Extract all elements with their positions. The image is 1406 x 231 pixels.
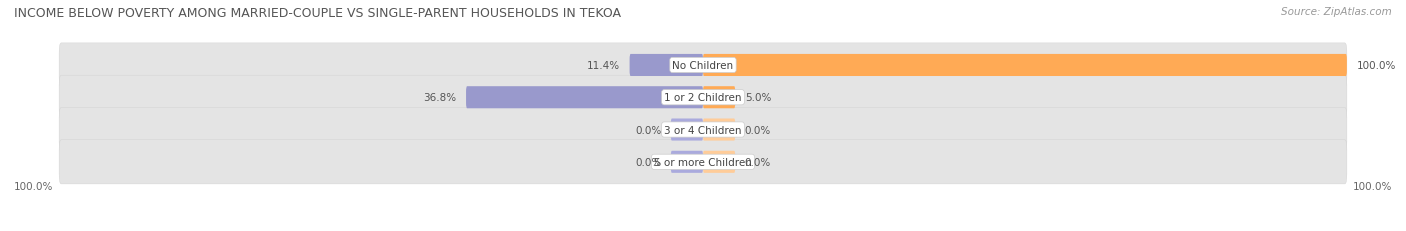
Text: 36.8%: 36.8% bbox=[423, 93, 457, 103]
FancyBboxPatch shape bbox=[59, 44, 1347, 88]
FancyBboxPatch shape bbox=[703, 151, 735, 173]
FancyBboxPatch shape bbox=[59, 76, 1347, 120]
Text: 100.0%: 100.0% bbox=[1353, 181, 1392, 191]
Text: 0.0%: 0.0% bbox=[636, 157, 661, 167]
Text: Source: ZipAtlas.com: Source: ZipAtlas.com bbox=[1281, 7, 1392, 17]
Text: 11.4%: 11.4% bbox=[586, 61, 620, 71]
Text: 100.0%: 100.0% bbox=[14, 181, 53, 191]
FancyBboxPatch shape bbox=[630, 55, 703, 77]
Text: 5 or more Children: 5 or more Children bbox=[654, 157, 752, 167]
FancyBboxPatch shape bbox=[59, 108, 1347, 152]
FancyBboxPatch shape bbox=[703, 119, 735, 141]
FancyBboxPatch shape bbox=[59, 140, 1347, 184]
Text: INCOME BELOW POVERTY AMONG MARRIED-COUPLE VS SINGLE-PARENT HOUSEHOLDS IN TEKOA: INCOME BELOW POVERTY AMONG MARRIED-COUPL… bbox=[14, 7, 621, 20]
Text: 0.0%: 0.0% bbox=[745, 125, 770, 135]
Text: 100.0%: 100.0% bbox=[1357, 61, 1396, 71]
FancyBboxPatch shape bbox=[703, 55, 1347, 77]
Text: No Children: No Children bbox=[672, 61, 734, 71]
Text: 0.0%: 0.0% bbox=[636, 125, 661, 135]
FancyBboxPatch shape bbox=[465, 87, 703, 109]
Text: 3 or 4 Children: 3 or 4 Children bbox=[664, 125, 742, 135]
FancyBboxPatch shape bbox=[671, 119, 703, 141]
Text: 5.0%: 5.0% bbox=[745, 93, 772, 103]
Text: 1 or 2 Children: 1 or 2 Children bbox=[664, 93, 742, 103]
FancyBboxPatch shape bbox=[671, 151, 703, 173]
Text: 0.0%: 0.0% bbox=[745, 157, 770, 167]
FancyBboxPatch shape bbox=[703, 87, 735, 109]
